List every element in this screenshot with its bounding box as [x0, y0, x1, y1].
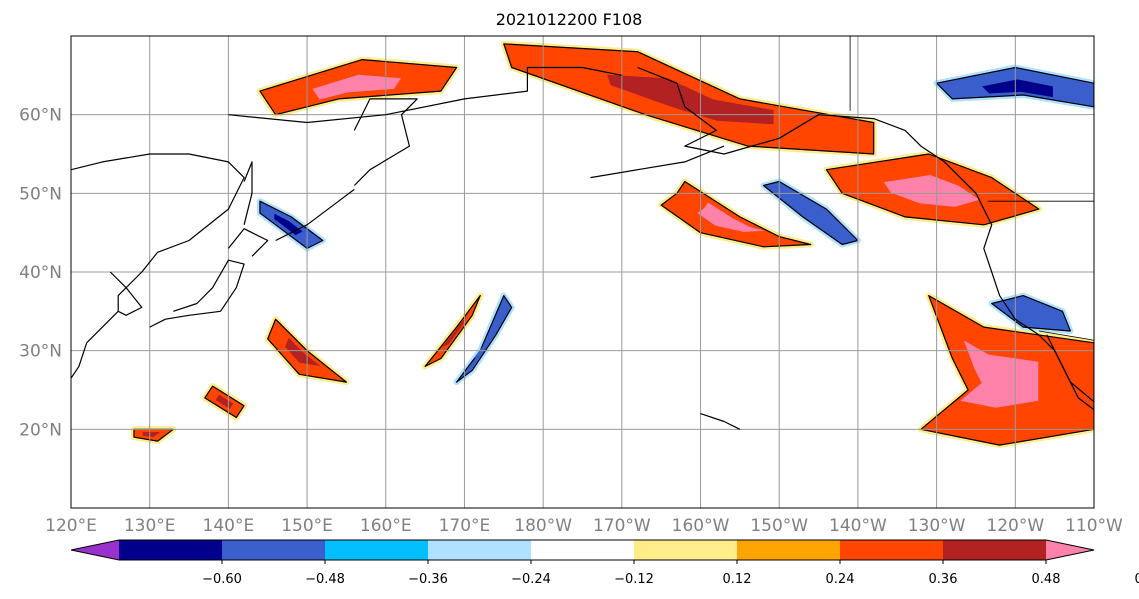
longitude-label: 140°W	[829, 516, 887, 536]
north-pacific-positive	[660, 180, 812, 248]
coastline-sakhalin	[243, 161, 253, 225]
coastline-hawaii	[700, 413, 741, 430]
colorbar-tick-label: −0.36	[408, 572, 448, 587]
colorbar-extend-high	[1046, 540, 1094, 560]
colorbar-segment	[840, 540, 944, 560]
coastline-asia-east	[71, 153, 245, 380]
longitude-label: 180°W	[514, 516, 572, 536]
longitude-label: 160°E	[360, 516, 412, 536]
california-positive-core	[960, 340, 1039, 408]
canada-negative-core	[982, 79, 1053, 98]
japan-negative-core	[274, 213, 303, 236]
map-area	[70, 35, 1095, 509]
coastline-siberia-north	[228, 66, 622, 124]
longitude-label: 160°W	[672, 516, 730, 536]
coastline-alaska	[637, 66, 1094, 403]
coastline-korea	[109, 271, 143, 316]
colorbar-tick-label: 0.36	[929, 572, 958, 587]
coastline-kamchatka	[353, 98, 418, 186]
colorbar-segment	[943, 540, 1047, 560]
sw-pacific-positive-streak	[424, 295, 481, 367]
colorbar-tick-label: 0.48	[1032, 572, 1061, 587]
longitude-label: 120°W	[986, 516, 1044, 536]
latitude-label: 20°N	[19, 420, 62, 440]
w-pacific-positive-3-core	[142, 432, 161, 438]
anomaly-layer	[131, 40, 1094, 449]
longitude-label: 130°E	[124, 516, 176, 536]
bering-positive-core	[312, 74, 401, 100]
longitude-label: 170°E	[439, 516, 491, 536]
longitude-label: 120°E	[45, 516, 97, 536]
sw-us-negative-core	[1015, 305, 1051, 322]
w-pacific-positive-1-core	[285, 337, 321, 367]
colorbar-outline	[70, 539, 1095, 561]
longitude-label: 170°W	[593, 516, 651, 536]
latitude-label: 60°N	[19, 106, 62, 126]
latitude-label: 40°N	[19, 263, 62, 283]
coastline-japan-honshu	[149, 259, 245, 328]
colorbar-tick-label: 0.24	[826, 572, 855, 587]
colorbar-segment	[119, 540, 223, 560]
colorbar-segment	[428, 540, 532, 560]
latitude-label: 30°N	[19, 342, 62, 362]
map-title: 2021012200 F108	[496, 10, 643, 29]
longitude-label: 130°W	[908, 516, 966, 536]
colorbar-tick-label: −0.48	[305, 572, 345, 587]
colorbar: −0.60 −0.48 −0.36 −0.24 −0.12 0.12 0.24 0.36 0.4…	[70, 539, 1139, 587]
sw-pacific-negative-streak-core	[473, 320, 498, 360]
longitude-label: 150°W	[750, 516, 808, 536]
longitude-label: 150°E	[281, 516, 333, 536]
alaska-arc-positive-core	[607, 74, 774, 125]
coastline-aleutians	[590, 145, 725, 179]
longitude-label: 110°W	[1065, 516, 1123, 536]
colorbar-segment	[634, 540, 738, 560]
colorbar-tick-label: 0.12	[723, 572, 752, 587]
colorbar-segment	[531, 540, 635, 560]
longitude-label: 140°E	[203, 516, 255, 536]
coastline-kurils	[275, 188, 355, 242]
latitude-label: 50°N	[19, 184, 62, 204]
colorbar-tick-label: −0.24	[511, 572, 551, 587]
colorbar-tick-label: −0.60	[202, 572, 242, 587]
north-pacific-positive-core	[697, 202, 765, 232]
coastline-layer	[71, 36, 1094, 430]
map-frame	[70, 35, 1095, 509]
latitude-tick-labels: 20°N 30°N 40°N 50°N 60°N	[19, 106, 62, 441]
bc-coast-positive-core	[883, 175, 980, 207]
colorbar-tick-label: −0.12	[614, 572, 654, 587]
colorbar-tick-label: 0.60	[1135, 572, 1139, 587]
longitude-tick-labels: 120°E 130°E 140°E 150°E 160°E 170°E 180°W 170°W…	[45, 516, 1123, 536]
coastline-baja	[1046, 334, 1094, 411]
colorbar-segment	[737, 540, 841, 560]
coastline-hokkaido	[227, 228, 269, 257]
colorbar-segment	[325, 540, 429, 560]
colorbar-segment	[222, 540, 326, 560]
colorbar-extend-low	[71, 540, 119, 560]
gulf-of-alaska-negative-core	[790, 198, 833, 228]
border-us-mexico	[1038, 330, 1094, 341]
